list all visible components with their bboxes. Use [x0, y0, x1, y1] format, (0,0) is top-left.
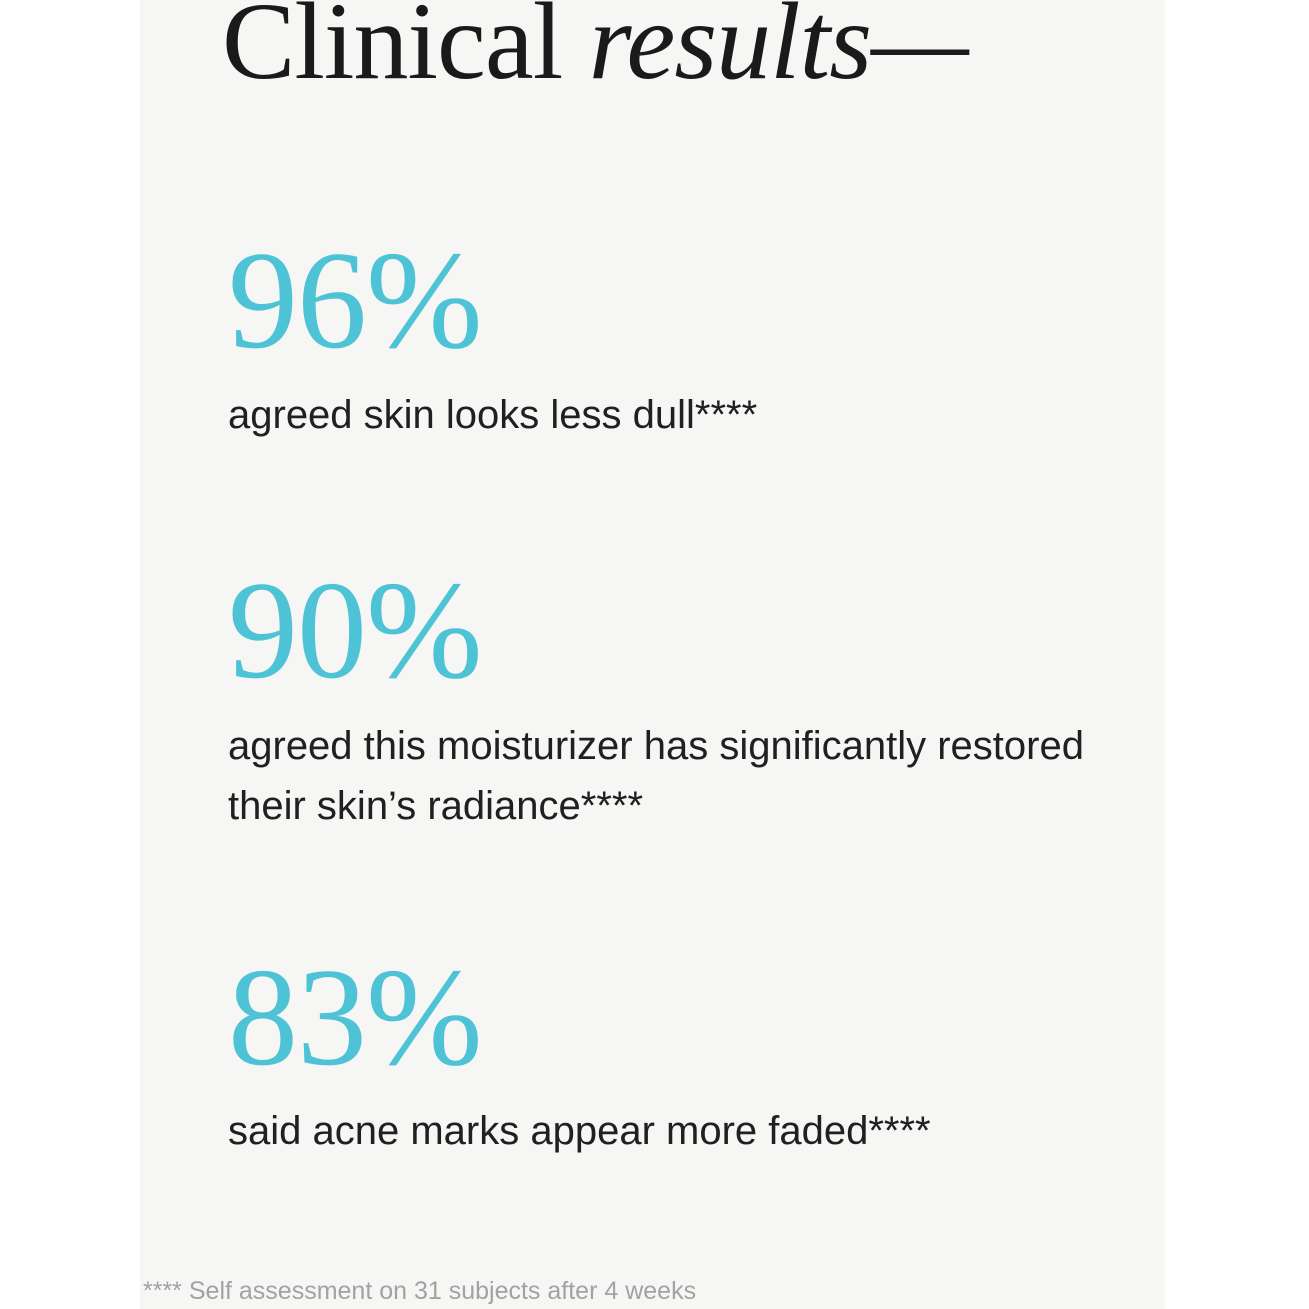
page-title-regular: Clinical: [222, 0, 589, 102]
stat-caption-90: agreed this moisturizer has significantl…: [228, 724, 1084, 828]
stat-caption-96: agreed skin looks less dull****: [228, 393, 758, 437]
stat-value-90: 90%: [228, 553, 483, 708]
stat-value-83: 83%: [228, 940, 483, 1095]
stat-caption-83: said acne marks appear more faded****: [228, 1109, 931, 1153]
content-panel: Clinical results— 96% agreed skin looks …: [140, 0, 1165, 1309]
page-title: Clinical results—: [222, 0, 969, 96]
page-title-italic: results—: [588, 0, 969, 102]
footnote: **** Self assessment on 31 subjects afte…: [143, 1277, 697, 1305]
stat-value-96: 96%: [228, 223, 483, 378]
